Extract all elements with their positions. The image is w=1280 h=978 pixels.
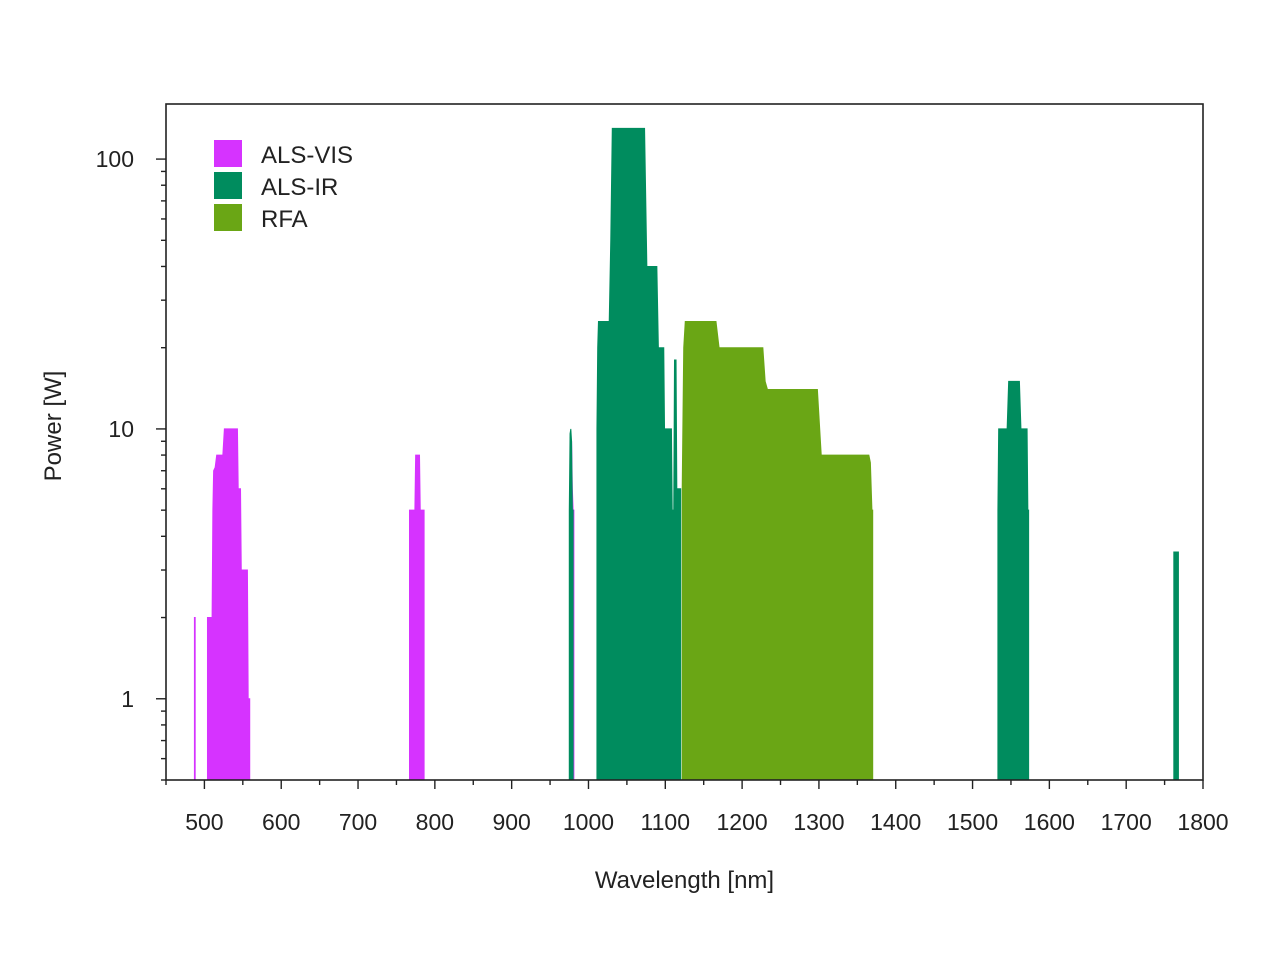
x-tick-label: 1200	[717, 809, 768, 835]
plot-frame	[165, 103, 1204, 781]
area-als-ir-4	[1173, 551, 1179, 781]
x-axis: 500 600 700 800 900 1000 1100 1200 1300 1400 1500 1…	[165, 780, 1229, 835]
plot-areas	[193, 127, 1179, 781]
area-als-vis-3	[409, 454, 425, 781]
x-tick-label: 1100	[641, 809, 690, 835]
area-als-ir-2	[596, 127, 682, 781]
legend-label-als-vis: ALS-VIS	[261, 142, 353, 169]
x-tick-label: 1700	[1101, 809, 1152, 835]
area-rfa-1	[681, 321, 874, 781]
y-axis: 1 10 100	[96, 146, 166, 781]
x-tick-label: 1800	[1177, 809, 1228, 835]
legend-label-rfa: RFA	[261, 206, 308, 233]
y-tick-label: 100	[96, 146, 134, 172]
legend-swatch-rfa	[214, 204, 242, 231]
legend-swatch-als-vis	[214, 140, 242, 167]
area-als-ir-1	[568, 428, 574, 781]
x-tick-label: 1300	[793, 809, 844, 835]
area-als-ir-3	[997, 380, 1030, 781]
legend-swatch-als-ir	[214, 172, 242, 199]
x-tick-label: 1400	[870, 809, 921, 835]
x-axis-title: Wavelength [nm]	[595, 867, 774, 894]
x-tick-label: 600	[262, 809, 300, 835]
x-tick-label: 500	[185, 809, 223, 835]
y-axis-title: Power [W]	[40, 371, 67, 482]
legend: ALS-VIS ALS-IR RFA	[214, 140, 353, 233]
area-als-vis-1	[193, 617, 196, 781]
x-tick-label: 1000	[563, 809, 614, 835]
x-tick-label: 700	[339, 809, 377, 835]
x-tick-label: 800	[416, 809, 454, 835]
y-tick-label: 1	[121, 686, 134, 712]
x-tick-label: 900	[492, 809, 530, 835]
x-tick-label: 1500	[947, 809, 998, 835]
legend-label-als-ir: ALS-IR	[261, 174, 338, 201]
x-tick-label: 1600	[1024, 809, 1075, 835]
area-als-vis-2	[206, 428, 251, 781]
y-tick-label: 10	[108, 416, 134, 442]
